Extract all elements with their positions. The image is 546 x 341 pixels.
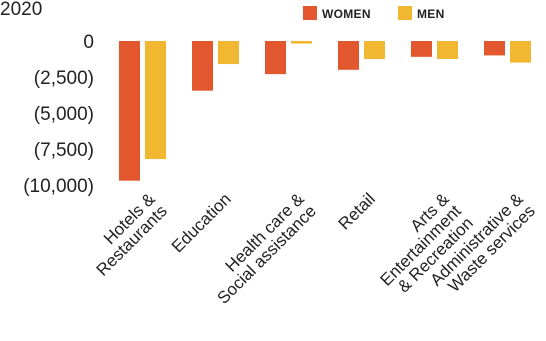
bar-women	[338, 41, 359, 70]
bar-women	[411, 41, 432, 57]
bar-women	[484, 41, 505, 56]
y-axis: 0 (2,500) (5,000) (7,500) (10,000)	[23, 32, 94, 197]
year-label: 2020	[0, 0, 42, 20]
bar-men	[510, 41, 531, 63]
legend: WOMEN MEN	[303, 6, 445, 21]
y-tick-label: (7,500)	[34, 140, 94, 161]
x-category-label: Hotels &Restaurants	[81, 189, 172, 280]
x-category-label: Retail	[335, 189, 379, 233]
y-tick-label: (5,000)	[34, 104, 94, 125]
bar-women	[192, 41, 213, 91]
x-category-label-line: Retail	[335, 189, 379, 233]
legend-swatch-women	[303, 6, 317, 20]
y-tick-label: (10,000)	[23, 176, 94, 197]
bar-men	[364, 41, 385, 59]
legend-swatch-men	[398, 6, 412, 20]
bar-men	[437, 41, 458, 59]
bar-men	[145, 41, 166, 160]
bar-men	[218, 41, 239, 65]
y-tick-label: (2,500)	[34, 68, 94, 89]
y-tick-label: 0	[83, 32, 94, 53]
bar-women	[119, 41, 140, 181]
x-category-label-line: Education	[168, 189, 235, 256]
x-category-label: Education	[168, 189, 235, 256]
bar-men	[291, 41, 312, 44]
bars	[119, 41, 531, 181]
bar-women	[265, 41, 286, 75]
legend-label-men: MEN	[417, 7, 445, 21]
legend-label-women: WOMEN	[322, 7, 371, 21]
